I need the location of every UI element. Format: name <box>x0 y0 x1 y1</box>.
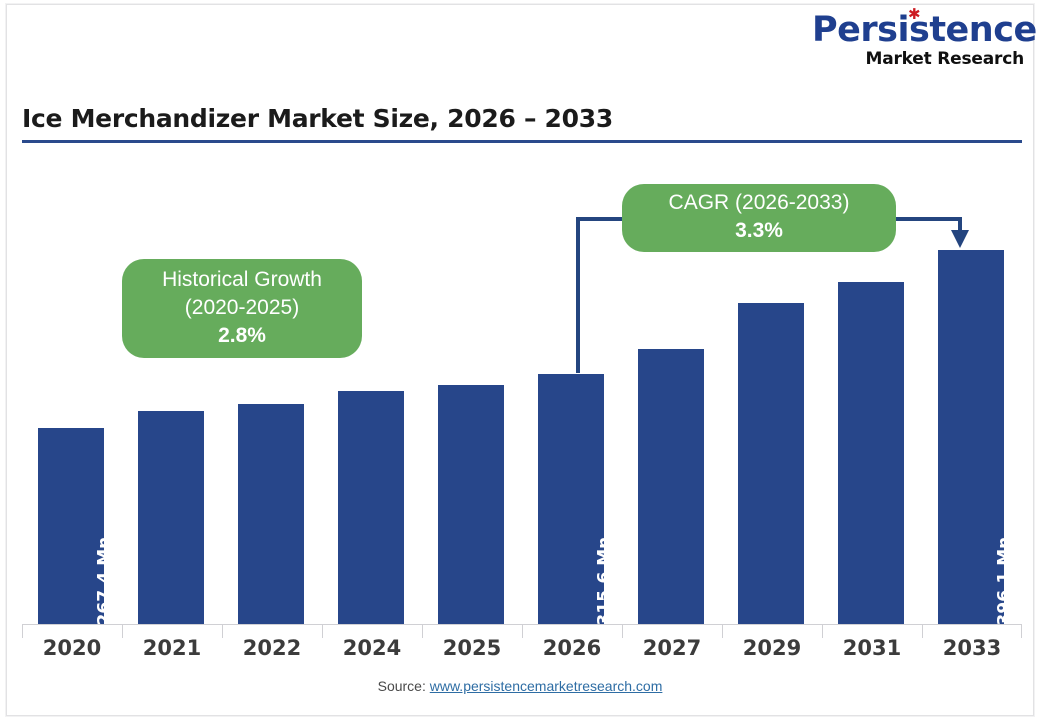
bar-slot <box>422 160 522 625</box>
bar-slot: US$ 396.1 Mn <box>922 160 1022 670</box>
bar-chart-plot: US$ 267.4 Mn US$ 315.6 Mn <box>22 160 1022 670</box>
bar-slot: US$ 267.4 Mn <box>22 160 122 670</box>
page-title: Ice Merchandizer Market Size, 2026 – 203… <box>22 104 613 133</box>
brand-logo-main: Persistence <box>812 10 1037 50</box>
bar-2025[interactable] <box>438 385 504 625</box>
x-label-2033: 2033 <box>942 636 1002 660</box>
x-label-2031: 2031 <box>842 636 902 660</box>
historical-growth-badge: Historical Growth (2020-2025) 2.8% <box>122 259 362 358</box>
axis-tick <box>422 624 423 638</box>
bar-slot <box>622 160 722 625</box>
x-label-2020: 2020 <box>42 636 102 660</box>
axis-tick <box>122 624 123 638</box>
axis-tick <box>922 624 923 638</box>
bar-slot <box>322 160 422 625</box>
axis-tick <box>522 624 523 638</box>
source-url-link[interactable]: www.persistencemarketresearch.com <box>429 678 663 694</box>
bar-2024[interactable] <box>338 391 404 625</box>
source-prefix: Source: <box>377 678 430 694</box>
brand-logo-subtitle: Market Research <box>865 49 1024 69</box>
x-axis-labels: 2020 2021 2022 2024 2025 2026 2027 2029 … <box>22 636 1022 670</box>
bar-value-label-2033: US$ 396.1 Mn <box>994 536 1015 670</box>
bar-slot <box>222 160 322 625</box>
bar-2031[interactable] <box>838 282 904 625</box>
bar-2026[interactable]: US$ 315.6 Mn <box>538 374 615 670</box>
x-label-2021: 2021 <box>142 636 202 660</box>
cagr-value: 3.3% <box>735 219 783 242</box>
axis-tick <box>1021 624 1022 638</box>
red-asterisk-icon: ✱ <box>908 5 921 23</box>
axis-tick <box>622 624 623 638</box>
axis-tick <box>22 624 23 638</box>
bar-slot <box>822 160 922 625</box>
bar-value-label-2026: US$ 315.6 Mn <box>594 536 615 670</box>
bar-2022[interactable] <box>238 404 304 625</box>
axis-tick <box>222 624 223 638</box>
axis-tick <box>722 624 723 638</box>
bar-slot <box>722 160 822 625</box>
cagr-badge: CAGR (2026-2033) 3.3% <box>622 184 896 252</box>
x-label-2026: 2026 <box>542 636 602 660</box>
x-label-2029: 2029 <box>742 636 802 660</box>
bar-slot: US$ 315.6 Mn <box>522 160 622 670</box>
historical-growth-label: Historical Growth <box>162 268 322 291</box>
bar-2020[interactable]: US$ 267.4 Mn <box>38 428 115 670</box>
bar-2021[interactable] <box>138 411 204 625</box>
bar-slot <box>122 160 222 625</box>
x-label-2027: 2027 <box>642 636 702 660</box>
x-label-2022: 2022 <box>242 636 302 660</box>
title-block: Ice Merchandizer Market Size, 2026 – 203… <box>22 104 1022 143</box>
bar-2033[interactable]: US$ 396.1 Mn <box>938 250 1015 670</box>
x-label-2025: 2025 <box>442 636 502 660</box>
brand-logo: Persistence ✱ Market Research <box>812 5 1037 71</box>
bar-value-label-2020: US$ 267.4 Mn <box>94 536 115 670</box>
historical-growth-value: 2.8% <box>218 324 266 347</box>
cagr-label: CAGR (2026-2033) <box>668 191 850 214</box>
historical-growth-period: (2020-2025) <box>184 296 300 319</box>
axis-tick <box>322 624 323 638</box>
source-line: Source: www.persistencemarketresearch.co… <box>0 678 1040 694</box>
x-label-2024: 2024 <box>342 636 402 660</box>
axis-tick <box>822 624 823 638</box>
bar-2029[interactable] <box>738 303 804 625</box>
title-underline <box>22 140 1022 143</box>
bar-2027[interactable] <box>638 349 704 625</box>
